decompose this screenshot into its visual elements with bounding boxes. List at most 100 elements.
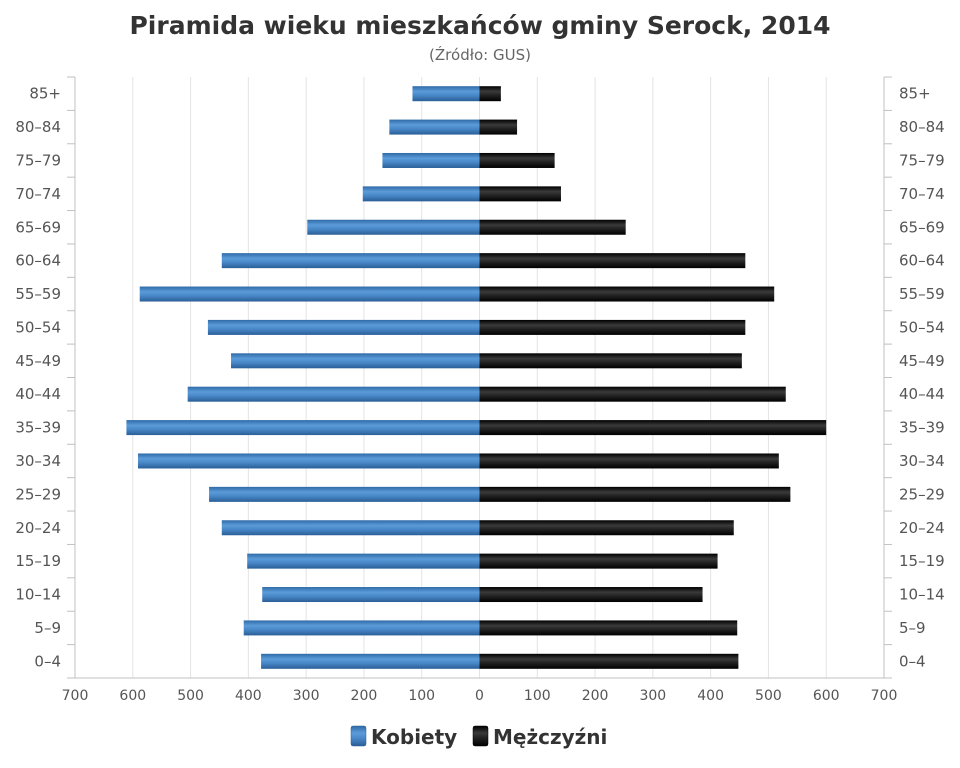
category-label-right: 50–54 xyxy=(899,318,945,336)
bar-mezczyzni[interactable] xyxy=(479,453,779,469)
category-label-left: 45–49 xyxy=(15,352,61,370)
x-tick-label: 400 xyxy=(235,688,262,704)
bar-kobiety[interactable] xyxy=(187,386,480,402)
category-label-left: 15–19 xyxy=(15,552,61,570)
bar-kobiety[interactable] xyxy=(412,86,480,102)
category-label-right: 85+ xyxy=(899,85,931,103)
bar-kobiety[interactable] xyxy=(221,253,480,269)
bar-kobiety[interactable] xyxy=(261,653,480,669)
bar-mezczyzni[interactable] xyxy=(479,253,746,269)
category-label-left: 60–64 xyxy=(15,252,61,270)
chart-subtitle: (Źródło: GUS) xyxy=(429,45,531,64)
category-label-right: 70–74 xyxy=(899,185,945,203)
bar-mezczyzni[interactable] xyxy=(479,319,746,335)
category-label-right: 30–34 xyxy=(899,452,945,470)
category-label-right: 0–4 xyxy=(899,652,926,670)
bar-kobiety[interactable] xyxy=(247,553,480,569)
legend-label-mezczyzni: Mężczyźni xyxy=(493,725,607,749)
bar-mezczyzni[interactable] xyxy=(479,420,827,436)
category-label-left: 30–34 xyxy=(15,452,61,470)
bar-kobiety[interactable] xyxy=(389,119,480,135)
bar-kobiety[interactable] xyxy=(207,319,480,335)
axes xyxy=(67,76,892,679)
bar-mezczyzni[interactable] xyxy=(479,620,738,636)
x-tick-label: 600 xyxy=(813,688,840,704)
x-tick-label: 600 xyxy=(119,688,146,704)
bar-kobiety[interactable] xyxy=(307,219,480,235)
bar-kobiety[interactable] xyxy=(262,587,480,603)
x-tick-label: 100 xyxy=(524,688,551,704)
legend-swatch-mezczyzni xyxy=(472,725,489,747)
bar-mezczyzni[interactable] xyxy=(479,119,518,135)
category-label-right: 55–59 xyxy=(899,285,945,303)
bar-mezczyzni[interactable] xyxy=(479,86,501,102)
bar-kobiety[interactable] xyxy=(382,152,480,168)
bars xyxy=(126,86,827,669)
category-label-right: 5–9 xyxy=(899,619,926,637)
bar-mezczyzni[interactable] xyxy=(479,386,786,402)
category-label-left: 0–4 xyxy=(34,652,61,670)
bar-kobiety[interactable] xyxy=(137,453,480,469)
category-label-right: 35–39 xyxy=(899,419,945,437)
category-label-left: 85+ xyxy=(29,85,61,103)
bar-kobiety[interactable] xyxy=(126,420,480,436)
category-label-right: 65–69 xyxy=(899,218,945,236)
category-label-right: 80–84 xyxy=(899,118,945,136)
bar-mezczyzni[interactable] xyxy=(479,553,718,569)
category-label-left: 40–44 xyxy=(15,385,61,403)
bar-mezczyzni[interactable] xyxy=(479,219,626,235)
bar-kobiety[interactable] xyxy=(362,186,480,202)
x-tick-labels: 700 600 500 400 300 200 100 0 100 200 300 400 500 600… xyxy=(62,688,898,704)
bar-mezczyzni[interactable] xyxy=(479,520,734,536)
grid-lines xyxy=(132,77,827,678)
bar-kobiety[interactable] xyxy=(231,353,480,369)
category-labels: 0–4 0–4 5–9 5–9 10–14 10–14 15–19 15–19 20–24 20–… xyxy=(15,85,944,671)
bar-kobiety[interactable] xyxy=(139,286,480,302)
category-label-left: 35–39 xyxy=(15,419,61,437)
category-label-right: 45–49 xyxy=(899,352,945,370)
legend-item-mezczyzni[interactable]: Mężczyźni xyxy=(472,725,607,749)
bar-mezczyzni[interactable] xyxy=(479,286,775,302)
legend: Kobiety Mężczyźni xyxy=(350,725,607,749)
category-label-right: 15–19 xyxy=(899,552,945,570)
bar-mezczyzni[interactable] xyxy=(479,186,561,202)
category-label-right: 10–14 xyxy=(899,586,945,604)
bar-kobiety[interactable] xyxy=(221,520,480,536)
x-tick-label: 300 xyxy=(293,688,320,704)
bar-mezczyzni[interactable] xyxy=(479,587,703,603)
bar-kobiety[interactable] xyxy=(209,486,480,502)
x-tick-label: 500 xyxy=(177,688,204,704)
x-tick-label: 100 xyxy=(408,688,435,704)
legend-label-kobiety: Kobiety xyxy=(371,725,457,749)
legend-swatch-kobiety xyxy=(350,725,367,747)
x-tick-label: 500 xyxy=(755,688,782,704)
bar-mezczyzni[interactable] xyxy=(479,353,742,369)
legend-item-kobiety[interactable]: Kobiety xyxy=(350,725,457,749)
bar-mezczyzni[interactable] xyxy=(479,486,791,502)
x-tick-label: 0 xyxy=(475,688,484,704)
x-tick-label: 200 xyxy=(351,688,378,704)
category-label-left: 75–79 xyxy=(15,151,61,169)
x-tick-label: 400 xyxy=(697,688,724,704)
category-label-left: 65–69 xyxy=(15,218,61,236)
bar-mezczyzni[interactable] xyxy=(479,653,739,669)
x-tick-label: 200 xyxy=(582,688,609,704)
category-label-right: 40–44 xyxy=(899,385,945,403)
chart-title: Piramida wieku mieszkańców gminy Serock,… xyxy=(129,11,830,40)
category-label-left: 10–14 xyxy=(15,586,61,604)
category-label-left: 80–84 xyxy=(15,118,61,136)
category-label-left: 20–24 xyxy=(15,519,61,537)
category-label-right: 25–29 xyxy=(899,485,945,503)
x-tick-label: 700 xyxy=(871,688,898,704)
category-label-right: 60–64 xyxy=(899,252,945,270)
bar-kobiety[interactable] xyxy=(243,620,480,636)
category-label-right: 75–79 xyxy=(899,151,945,169)
category-label-left: 50–54 xyxy=(15,318,61,336)
category-label-left: 70–74 xyxy=(15,185,61,203)
x-tick-label: 300 xyxy=(639,688,666,704)
bar-mezczyzni[interactable] xyxy=(479,152,555,168)
category-label-left: 25–29 xyxy=(15,485,61,503)
x-tick-label: 700 xyxy=(62,688,89,704)
category-label-left: 5–9 xyxy=(34,619,61,637)
